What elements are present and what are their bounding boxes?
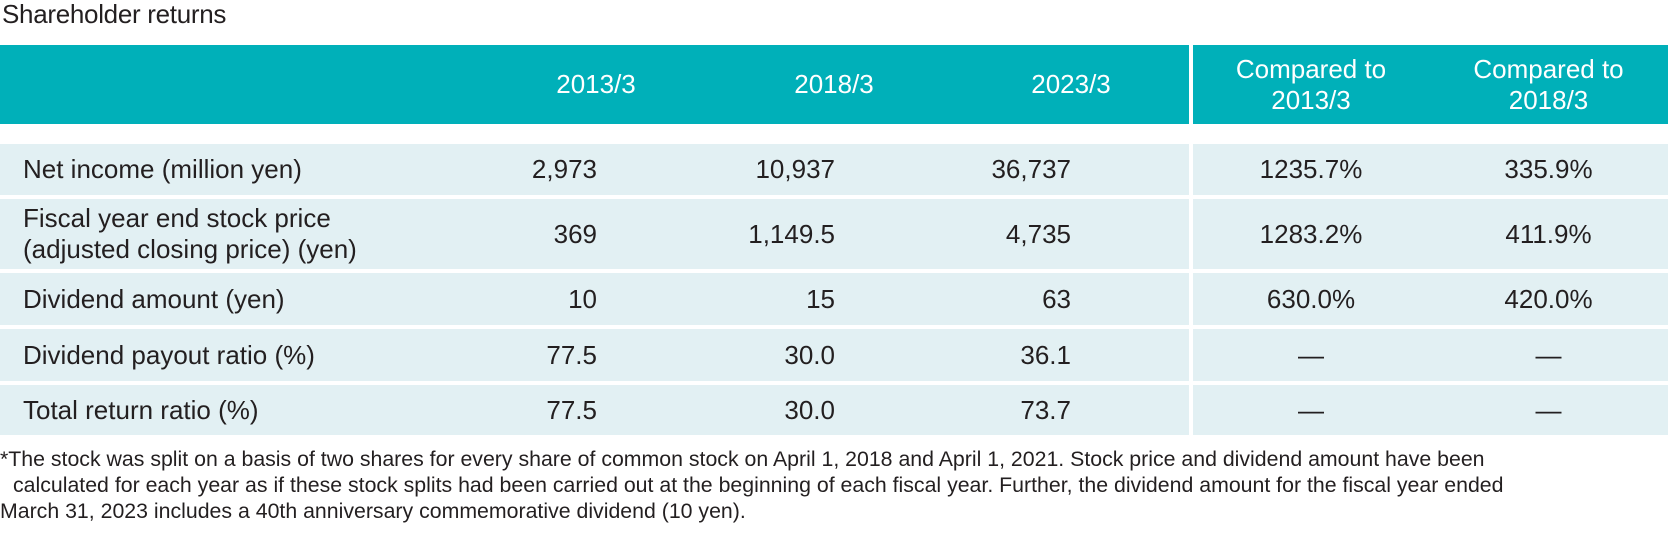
cell-compare-2013: — xyxy=(1189,327,1429,385)
row-label: Fiscal year end stock price (adjusted cl… xyxy=(0,197,477,273)
header-compare-2018-line2: 2018/3 xyxy=(1508,84,1589,115)
row-label-text-line2: (adjusted closing price) (yen) xyxy=(23,234,357,264)
cell-2018: 10,937 xyxy=(715,144,953,199)
cell-2023: 4,735 xyxy=(953,197,1191,273)
cell-compare-2013: 630.0% xyxy=(1189,271,1429,329)
header-compare-2013-line1: Compared to xyxy=(1235,53,1387,84)
cell-compare-2018: 335.9% xyxy=(1429,144,1668,199)
cell-2018: 15 xyxy=(715,271,953,329)
row-label-text: Total return ratio (%) xyxy=(23,394,259,425)
cell-2018: 1,149.5 xyxy=(715,197,953,273)
header-year-2018: 2018/3 xyxy=(715,45,953,124)
header-compare-2018: Compared to 2018/3 xyxy=(1429,45,1668,124)
table-row: Net income (million yen) 2,973 10,937 36… xyxy=(0,144,1668,199)
header-year-2013: 2013/3 xyxy=(477,45,715,124)
cell-compare-2018: — xyxy=(1429,383,1668,439)
cell-2013: 77.5 xyxy=(477,327,715,385)
cell-compare-2018: — xyxy=(1429,327,1668,385)
cell-compare-2018: 411.9% xyxy=(1429,197,1668,273)
header-compare-2013: Compared to 2013/3 xyxy=(1189,45,1429,124)
cell-2023: 63 xyxy=(953,271,1191,329)
row-label-text: Dividend payout ratio (%) xyxy=(23,339,315,370)
table-row: Dividend payout ratio (%) 77.5 30.0 36.1… xyxy=(0,327,1668,385)
table-row: Fiscal year end stock price (adjusted cl… xyxy=(0,197,1668,273)
table-row: Dividend amount (yen) 10 15 63 630.0% 42… xyxy=(0,271,1668,329)
row-label: Total return ratio (%) xyxy=(0,383,477,439)
footnote-line: *The stock was split on a basis of two s… xyxy=(0,447,1485,471)
cell-2018: 30.0 xyxy=(715,383,953,439)
cell-2023: 36.1 xyxy=(953,327,1191,385)
row-label: Dividend amount (yen) xyxy=(0,271,477,329)
header-label-cell xyxy=(0,45,477,124)
header-gap xyxy=(0,124,1668,144)
cell-2013: 10 xyxy=(477,271,715,329)
cell-compare-2013: 1235.7% xyxy=(1189,144,1429,199)
header-compare-2013-line2: 2013/3 xyxy=(1271,84,1351,115)
header-year-2023: 2023/3 xyxy=(953,45,1191,124)
row-label-text: Dividend amount (yen) xyxy=(23,283,285,314)
header-compare-2018-line1: Compared to xyxy=(1473,53,1624,84)
cell-compare-2013: 1283.2% xyxy=(1189,197,1429,273)
cell-2018: 30.0 xyxy=(715,327,953,385)
footnote-line: March 31, 2023 includes a 40th anniversa… xyxy=(0,499,746,523)
page-title: Shareholder returns xyxy=(2,0,227,29)
row-label-text: Fiscal year end stock price xyxy=(23,203,331,233)
footnote: *The stock was split on a basis of two s… xyxy=(0,446,1668,524)
cell-2023: 36,737 xyxy=(953,144,1191,199)
cell-2013: 77.5 xyxy=(477,383,715,439)
cell-2013: 2,973 xyxy=(477,144,715,199)
table-row: Total return ratio (%) 77.5 30.0 73.7 — … xyxy=(0,383,1668,439)
cell-2023: 73.7 xyxy=(953,383,1191,439)
footnote-line: calculated for each year as if these sto… xyxy=(13,473,1504,497)
table-header-row: 2013/3 2018/3 2023/3 Compared to 2013/3 … xyxy=(0,45,1668,124)
row-label: Dividend payout ratio (%) xyxy=(0,327,477,385)
row-label-text: Net income (million yen) xyxy=(23,154,302,184)
row-label: Net income (million yen) xyxy=(0,144,477,199)
cell-compare-2013: — xyxy=(1189,383,1429,439)
shareholder-returns-table: 2013/3 2018/3 2023/3 Compared to 2013/3 … xyxy=(0,45,1668,439)
cell-compare-2018: 420.0% xyxy=(1429,271,1668,329)
cell-2013: 369 xyxy=(477,197,715,273)
